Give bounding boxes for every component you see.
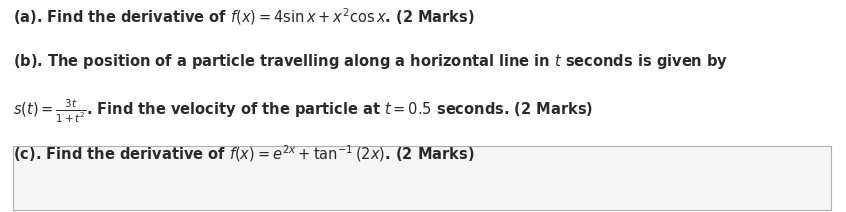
Text: (b). The position of a particle travelling along a horizontal line in $t$ second: (b). The position of a particle travelli… bbox=[13, 52, 728, 71]
Text: $s(t) = \frac{3t}{1+t^2}$. Find the velocity of the particle at $t = 0.5$ second: $s(t) = \frac{3t}{1+t^2}$. Find the velo… bbox=[13, 98, 593, 125]
Text: (a). Find the derivative of $f(x) = 4\sin x + x^2 \cos x$. (2 Marks): (a). Find the derivative of $f(x) = 4\si… bbox=[13, 6, 475, 27]
Text: (c). Find the derivative of $f(x) = e^{2x} + \tan^{-1}(2x)$. (2 Marks): (c). Find the derivative of $f(x) = e^{2… bbox=[13, 143, 474, 164]
FancyBboxPatch shape bbox=[13, 146, 831, 210]
